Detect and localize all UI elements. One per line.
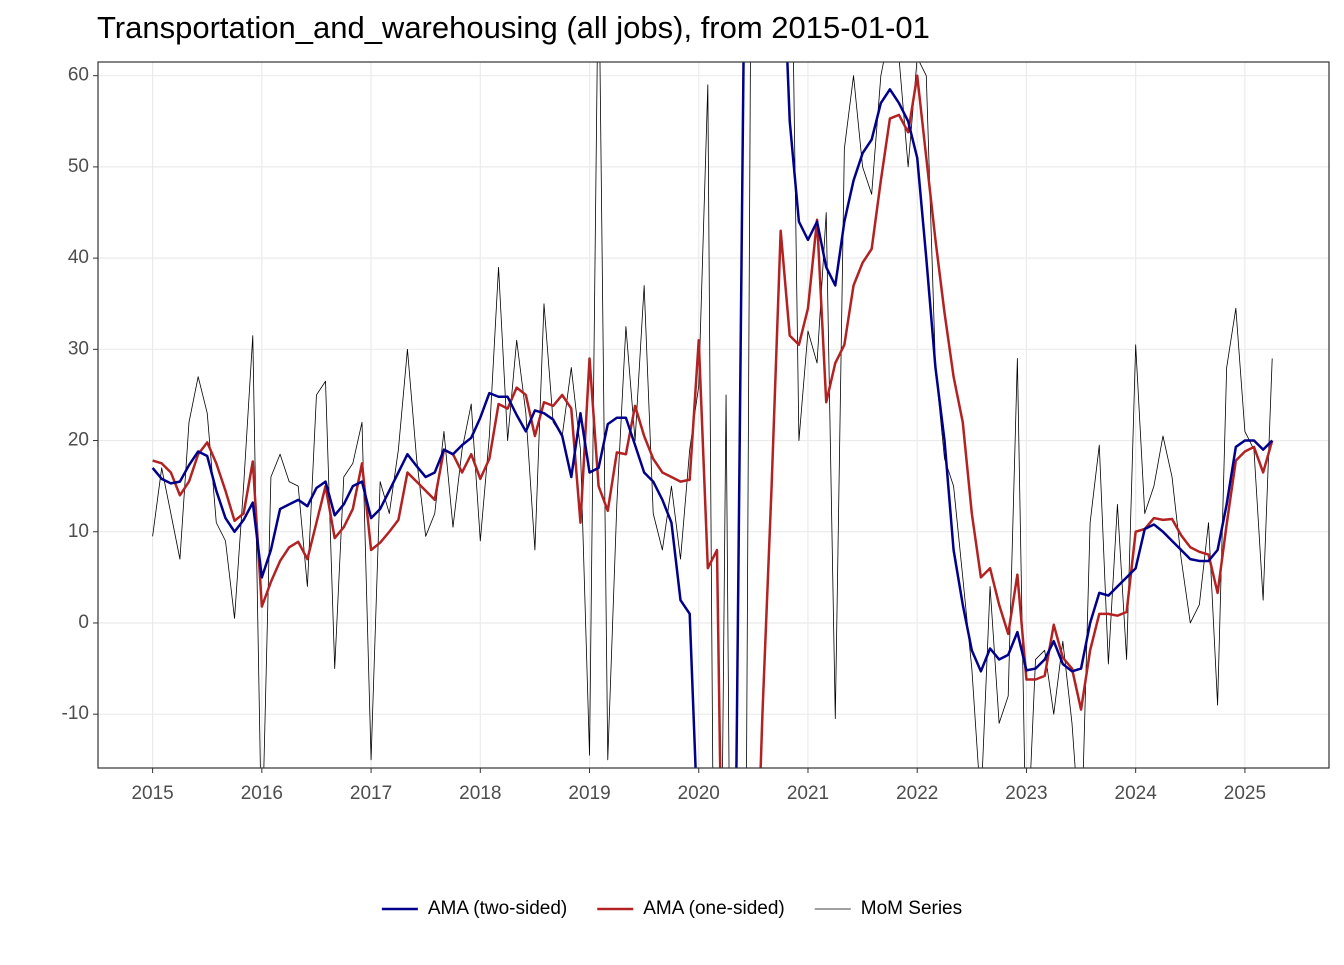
legend-label: MoM Series [861, 898, 962, 919]
y-tick-label: 10 [68, 521, 89, 542]
y-tick-label: 60 [68, 65, 89, 86]
x-tick-label: 2021 [787, 783, 829, 804]
legend-item: MoM Series [814, 898, 962, 919]
x-tick-label: 2017 [350, 783, 392, 804]
series-line [152, 74, 1274, 768]
legend: AMA (two-sided) AMA (one-sided) MoM Series [381, 898, 962, 919]
legend-label: AMA (one-sided) [643, 898, 785, 919]
x-tick-label: 2020 [678, 783, 720, 804]
y-tick-label: 50 [68, 156, 89, 177]
y-tick-label: 40 [68, 247, 89, 268]
axes: -10 0 10 20 30 40 50 60 2015 2016 2017 2018 2019 2020… [62, 65, 1267, 804]
plot-border [97, 61, 1330, 769]
x-tick-label: 2016 [241, 783, 283, 804]
x-tick-label: 2024 [1115, 783, 1158, 804]
y-tick-label: 0 [78, 612, 89, 633]
legend-label: AMA (two-sided) [428, 898, 567, 919]
grid [98, 62, 1329, 768]
legend-item: AMA (one-sided) [597, 898, 785, 919]
series-line [151, 62, 1274, 768]
x-tick-label: 2015 [131, 783, 173, 804]
y-tick-label: 20 [68, 430, 89, 451]
x-tick-label: 2018 [459, 783, 501, 804]
legend-item: AMA (two-sided) [381, 898, 567, 919]
x-tick-label: 2025 [1224, 783, 1266, 804]
x-tick-label: 2023 [1005, 783, 1047, 804]
x-tick-label: 2022 [896, 783, 938, 804]
chart-title: Transportation_and_warehousing (all jobs… [97, 10, 930, 45]
y-tick-label: -10 [62, 703, 89, 724]
lines [151, 62, 1274, 768]
x-tick-label: 2019 [568, 783, 610, 804]
y-tick-label: 30 [68, 338, 89, 359]
